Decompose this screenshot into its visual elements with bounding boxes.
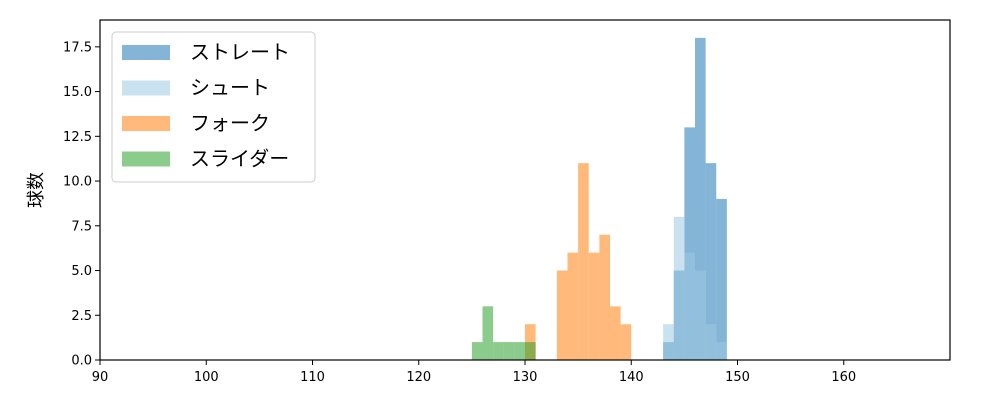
- bar-series-0-bin-3: [695, 37, 706, 360]
- legend-frame: [111, 31, 316, 183]
- x-tick-label-2: 110: [300, 370, 325, 385]
- legend-label-0: ストレート: [190, 40, 290, 64]
- bar-series-3-bin-5: [525, 342, 536, 360]
- bar-series-2-bin-5: [599, 234, 610, 360]
- y-tick-label-7: 17.5: [63, 40, 92, 55]
- y-tick-label-6: 15.0: [63, 85, 92, 100]
- bar-series-2-bin-7: [620, 324, 632, 360]
- bar-series-1-bin-4: [705, 324, 717, 360]
- bar-series-2-bin-2: [567, 252, 579, 360]
- x-tick-label-0: 90: [92, 370, 109, 385]
- bar-series-0-bin-4: [705, 163, 717, 360]
- bar-series-0-bin-2: [684, 127, 695, 360]
- bar-series-0-bin-5: [716, 198, 727, 360]
- x-tick-label-3: 120: [406, 370, 431, 385]
- x-tick-label-7: 160: [831, 370, 856, 385]
- y-tick-label-1: 2.5: [71, 309, 92, 324]
- bar-series-3-bin-1: [482, 306, 494, 360]
- bar-series-2-bin-4: [588, 252, 600, 360]
- bar-series-1-bin-5: [716, 342, 727, 360]
- legend-swatch-2: [122, 116, 170, 131]
- bar-series-1-bin-3: [695, 270, 706, 360]
- legend-label-3: スライダー: [190, 147, 289, 171]
- bar-series-3-bin-4: [514, 342, 525, 360]
- bar-series-1-bin-0: [663, 324, 674, 360]
- bar-series-3-bin-2: [493, 342, 504, 360]
- x-tick-label-1: 100: [194, 370, 219, 385]
- bar-series-2-bin-3: [578, 163, 589, 360]
- bar-series-1-bin-2: [684, 252, 695, 360]
- bar-series-1-bin-1: [673, 216, 685, 360]
- y-tick-label-3: 7.5: [71, 219, 92, 234]
- legend-swatch-3: [122, 151, 170, 167]
- x-tick-label-5: 140: [619, 370, 644, 385]
- y-tick-label-4: 10.0: [63, 175, 92, 190]
- bar-series-3-bin-3: [503, 342, 515, 360]
- legend-label-1: シュート: [190, 76, 270, 100]
- y-axis: 0.0 2.5 5.0 7.5 10.0 12.5 15.0 17.5: [63, 40, 100, 369]
- bars-layer: [471, 37, 727, 360]
- x-tick-label-4: 130: [513, 370, 538, 385]
- y-tick-label-0: 0.0: [71, 354, 92, 369]
- y-tick-label-2: 5.0: [71, 264, 92, 279]
- y-axis-label: 球数: [26, 172, 47, 208]
- y-tick-label-5: 12.5: [63, 130, 92, 145]
- bar-series-2-bin-1: [556, 270, 568, 360]
- bar-series-3-bin-0: [471, 342, 483, 360]
- x-tick-label-6: 150: [725, 370, 750, 385]
- legend-swatch-0: [122, 45, 170, 60]
- bar-series-2-bin-6: [610, 306, 621, 360]
- legend-label-2: フォーク: [190, 111, 270, 135]
- x-axis: 90 100 110 120 130 140 150 160: [92, 360, 856, 385]
- legend-swatch-1: [122, 80, 170, 96]
